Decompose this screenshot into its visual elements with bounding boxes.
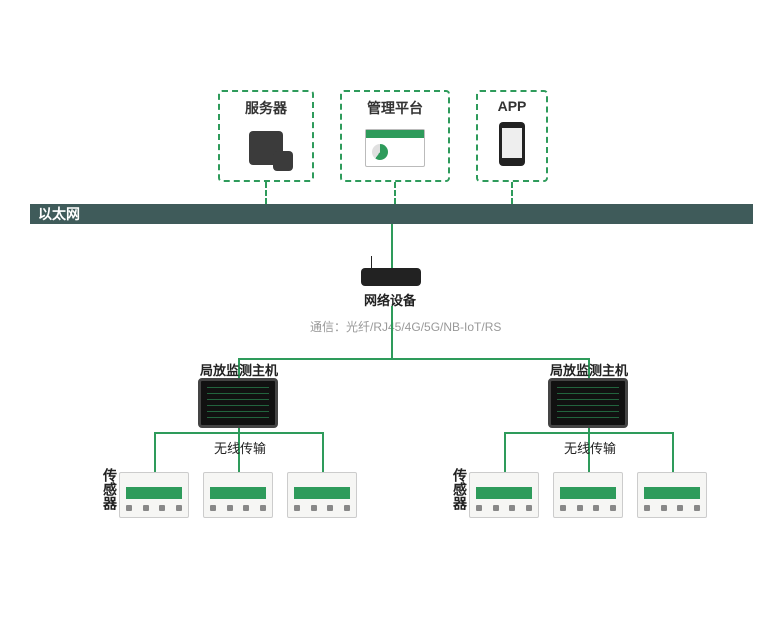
server-label: 服务器 [220, 98, 312, 118]
router-icon [361, 268, 421, 286]
sensor-label-left: 传感器 [100, 468, 120, 510]
right-sensor-v3 [672, 432, 674, 472]
ethernet-label: 以太网 [38, 206, 80, 222]
host-label-left: 局放监测主机 [200, 360, 278, 379]
left-sensor-v3 [322, 432, 324, 472]
platform-label: 管理平台 [342, 98, 448, 118]
wireless-label-right: 无线传输 [564, 438, 616, 457]
wireless-label-left: 无线传输 [214, 438, 266, 457]
sensor-left-2 [203, 472, 273, 518]
app-label: APP [478, 98, 546, 114]
dashboard-icon [342, 118, 448, 178]
center-vline-2 [391, 306, 393, 358]
split-hline [238, 358, 590, 360]
drop-line-2 [394, 182, 396, 204]
phone-icon [478, 114, 546, 174]
sensor-left-3 [287, 472, 357, 518]
drop-line-1 [265, 182, 267, 204]
monitor-right [548, 378, 628, 428]
sensor-right-2 [553, 472, 623, 518]
router-label: 网络设备 [364, 290, 416, 309]
server-box: 服务器 [218, 90, 314, 182]
ethernet-bar: 以太网 [30, 204, 753, 224]
drop-line-3 [511, 182, 513, 204]
comm-label: 通信：光纤/RJ45/4G/5G/NB-IoT/RS [310, 318, 501, 335]
app-box: APP [476, 90, 548, 182]
sensor-right-3 [637, 472, 707, 518]
sensor-left-1 [119, 472, 189, 518]
server-icon [220, 118, 312, 178]
host-label-right: 局放监测主机 [550, 360, 628, 379]
right-sensor-v1 [504, 432, 506, 472]
sensor-right-1 [469, 472, 539, 518]
sensor-label-right: 传感器 [450, 468, 470, 510]
center-vline-1 [391, 224, 393, 268]
left-sensor-v1 [154, 432, 156, 472]
monitor-left [198, 378, 278, 428]
platform-box: 管理平台 [340, 90, 450, 182]
